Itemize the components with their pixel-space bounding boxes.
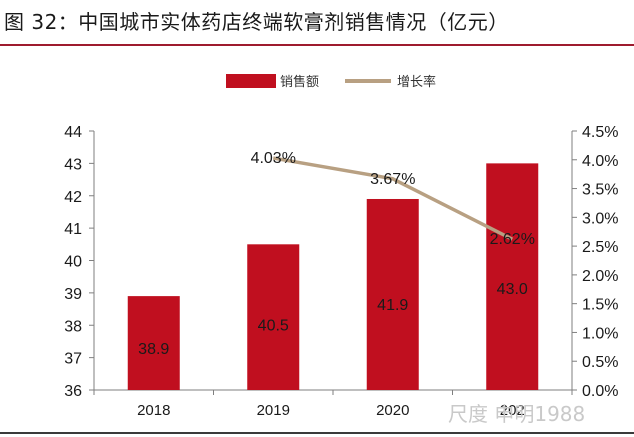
legend-label-growth: 增长率 <box>397 74 436 90</box>
y-left-tick-label: 37 <box>64 351 82 368</box>
y-left-tick-label: 39 <box>64 286 82 303</box>
y-right-tick-label: 2.0% <box>582 268 618 285</box>
y-left-tick-label: 44 <box>64 124 82 141</box>
y-right-tick-label: 3.0% <box>582 210 618 227</box>
y-left-tick-label: 42 <box>64 189 82 206</box>
y-left-tick-label: 41 <box>64 221 82 238</box>
y-right-tick-label: 4.5% <box>582 124 618 141</box>
line-value-label: 4.03% <box>251 150 296 167</box>
figure-title: 图 32：中国城市实体药店终端软膏剂销售情况（亿元） <box>4 10 509 34</box>
y-left-tick-label: 38 <box>64 318 82 335</box>
bottom-divider <box>0 432 634 434</box>
bar-value-label: 40.5 <box>258 317 289 334</box>
bar-series <box>127 163 539 390</box>
y-right-tick-label: 3.5% <box>582 182 618 199</box>
y-right-tick-label: 0.5% <box>582 354 618 371</box>
y-right-tick-label: 2.5% <box>582 239 618 256</box>
x-tick-label: 2019 <box>257 402 290 419</box>
x-tick-label: 2018 <box>137 402 170 419</box>
data-labels: 38.9 40.5 41.9 43.0 4.03% 3.67% 2.62% <box>138 150 535 358</box>
bar <box>486 163 539 390</box>
bar-value-label: 41.9 <box>377 297 408 314</box>
growth-line <box>272 156 514 241</box>
x-tick-label: 202 <box>500 402 525 419</box>
legend-label-sales: 销售额 <box>280 74 319 90</box>
y-right-tick-label: 1.5% <box>582 297 618 314</box>
legend-swatch-sales <box>226 74 276 88</box>
y-right-tick-label: 1.0% <box>582 325 618 342</box>
bar <box>247 244 300 390</box>
y-left-tick-label: 40 <box>64 254 82 271</box>
bar-value-label: 43.0 <box>497 281 528 298</box>
title-divider <box>0 44 634 46</box>
watermark: 尺度 申明1988 <box>448 402 586 426</box>
line-series <box>272 156 514 241</box>
y-right-tick-label: 4.0% <box>582 153 618 170</box>
bar <box>127 296 180 390</box>
legend: 销售额 增长率 <box>226 74 436 90</box>
x-tick-label: 2020 <box>376 402 409 419</box>
y-left-tick-label: 36 <box>64 383 82 400</box>
y-right-tick-label: 0.0% <box>582 383 618 400</box>
bar <box>366 198 419 390</box>
line-value-label: 3.67% <box>370 171 415 188</box>
axes: 36 37 38 39 40 41 42 43 44 0.0% 0.5% 1.0% 1.5% 2.0% 2.… <box>64 124 618 419</box>
line-value-label: 2.62% <box>490 231 535 248</box>
y-left-tick-label: 43 <box>64 156 82 173</box>
bar-value-label: 38.9 <box>138 341 169 358</box>
